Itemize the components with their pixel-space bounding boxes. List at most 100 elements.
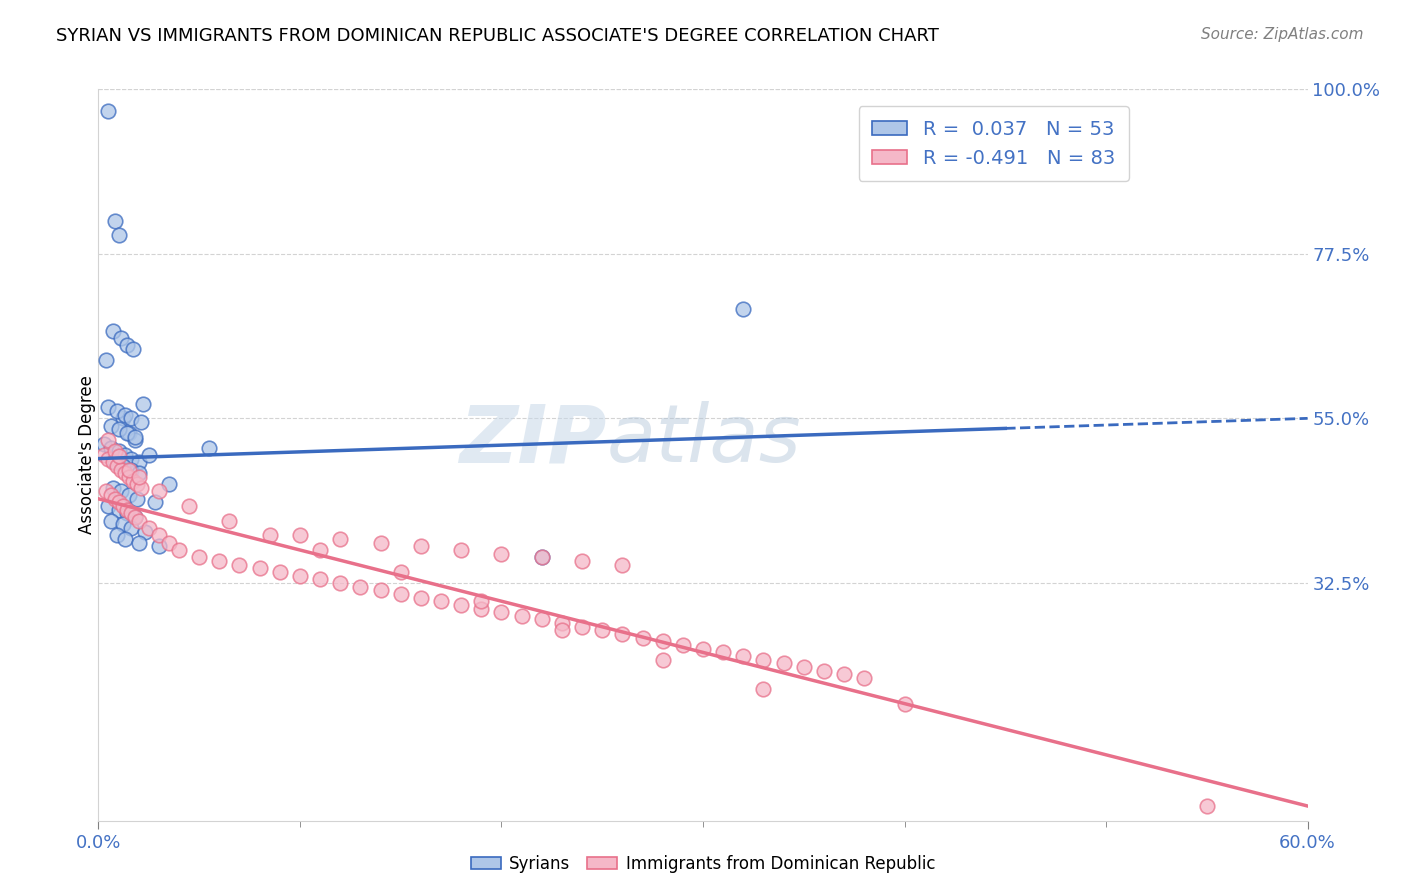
- Point: [97, 451, 120, 466]
- Point: [100, 418, 122, 433]
- Point: [329, 576, 352, 591]
- Point: [115, 425, 138, 440]
- Point: [711, 645, 734, 659]
- Point: [470, 594, 492, 608]
- Point: [167, 543, 190, 558]
- Point: [110, 484, 132, 499]
- Point: [114, 408, 136, 422]
- Point: [651, 634, 673, 648]
- Point: [450, 543, 472, 558]
- Point: [138, 448, 160, 462]
- Point: [530, 613, 553, 627]
- Point: [103, 214, 125, 228]
- Point: [97, 104, 120, 119]
- Point: [97, 401, 120, 415]
- Point: [259, 528, 281, 542]
- Point: [111, 499, 134, 513]
- Point: [249, 561, 271, 575]
- Point: [813, 664, 835, 678]
- Point: [118, 425, 141, 440]
- Point: [793, 660, 815, 674]
- Point: [893, 697, 915, 711]
- Point: [134, 524, 156, 539]
- Point: [120, 521, 142, 535]
- Point: [370, 535, 392, 549]
- Point: [100, 441, 122, 455]
- Point: [389, 587, 412, 601]
- Point: [120, 507, 142, 521]
- Text: atlas: atlas: [606, 401, 801, 479]
- Legend: Syrians, Immigrants from Dominican Republic: Syrians, Immigrants from Dominican Repub…: [464, 848, 942, 880]
- Point: [105, 458, 128, 473]
- Point: [208, 554, 231, 568]
- Point: [370, 583, 392, 598]
- Point: [430, 594, 453, 608]
- Point: [103, 444, 125, 458]
- Point: [138, 521, 160, 535]
- Point: [110, 462, 132, 476]
- Point: [612, 558, 634, 572]
- Point: [107, 450, 129, 464]
- Point: [188, 550, 211, 565]
- Point: [228, 558, 250, 572]
- Point: [101, 455, 124, 469]
- Point: [124, 510, 146, 524]
- Point: [143, 495, 166, 509]
- Point: [111, 411, 134, 425]
- Point: [115, 507, 138, 521]
- Point: [114, 466, 136, 480]
- Point: [198, 441, 221, 455]
- Point: [470, 601, 492, 615]
- Text: SYRIAN VS IMMIGRANTS FROM DOMINICAN REPUBLIC ASSOCIATE'S DEGREE CORRELATION CHAR: SYRIAN VS IMMIGRANTS FROM DOMINICAN REPU…: [56, 27, 939, 45]
- Point: [107, 503, 129, 517]
- Point: [107, 444, 129, 458]
- Point: [591, 624, 613, 638]
- Point: [651, 653, 673, 667]
- Point: [103, 491, 125, 506]
- Point: [118, 462, 141, 476]
- Point: [692, 641, 714, 656]
- Point: [733, 301, 755, 316]
- Point: [100, 514, 122, 528]
- Point: [93, 448, 115, 462]
- Point: [96, 484, 118, 499]
- Point: [288, 568, 311, 582]
- Point: [157, 477, 180, 491]
- Point: [329, 532, 352, 546]
- Point: [124, 430, 146, 444]
- Point: [125, 491, 148, 506]
- Point: [121, 474, 143, 488]
- Point: [179, 499, 201, 513]
- Point: [120, 451, 142, 466]
- Point: [349, 580, 371, 594]
- Point: [129, 481, 152, 495]
- Point: [218, 514, 240, 528]
- Point: [530, 550, 553, 565]
- Text: Source: ZipAtlas.com: Source: ZipAtlas.com: [1201, 27, 1364, 42]
- Point: [121, 342, 143, 356]
- Point: [107, 228, 129, 243]
- Point: [101, 324, 124, 338]
- Point: [100, 488, 122, 502]
- Point: [832, 667, 855, 681]
- Point: [309, 572, 332, 586]
- Point: [571, 620, 593, 634]
- Point: [132, 397, 155, 411]
- Point: [571, 554, 593, 568]
- Point: [101, 481, 124, 495]
- Point: [115, 338, 138, 352]
- Point: [752, 653, 775, 667]
- Point: [631, 631, 654, 645]
- Point: [118, 470, 141, 484]
- Point: [128, 535, 150, 549]
- Point: [450, 598, 472, 612]
- Text: ZIP: ZIP: [458, 401, 606, 479]
- Point: [120, 462, 142, 476]
- Point: [157, 535, 180, 549]
- Point: [114, 448, 136, 462]
- Point: [612, 627, 634, 641]
- Point: [551, 624, 574, 638]
- Point: [128, 470, 150, 484]
- Point: [124, 510, 146, 524]
- Point: [752, 681, 775, 696]
